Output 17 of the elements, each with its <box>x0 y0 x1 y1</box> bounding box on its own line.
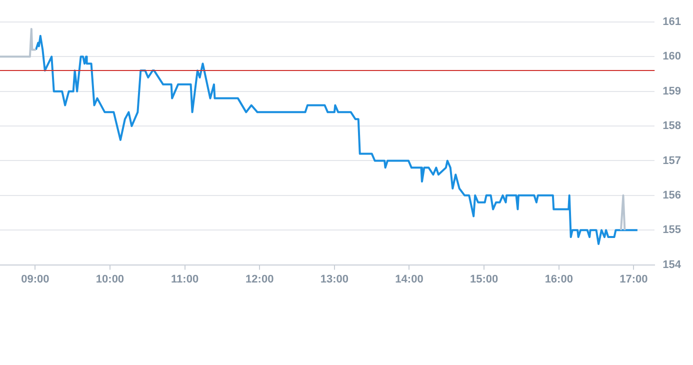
x-tick-label: 16:00 <box>544 273 573 286</box>
x-tick-label: 10:00 <box>96 273 124 286</box>
y-tick-label: 156 <box>662 189 682 202</box>
x-tick-label: 15:00 <box>470 273 498 286</box>
y-tick-label: 154 <box>662 258 682 271</box>
y-tick-label: 160 <box>662 50 682 63</box>
x-tick-label: 11:00 <box>171 273 199 286</box>
y-tick-label: 161 <box>662 16 682 28</box>
x-tick-label: 13:00 <box>320 273 348 286</box>
y-tick-label: 157 <box>662 154 682 167</box>
x-tick-label: 09:00 <box>21 273 50 286</box>
x-tick-label: 12:00 <box>246 273 274 286</box>
y-tick-label: 159 <box>662 85 682 98</box>
x-tick-label: 14:00 <box>395 273 424 286</box>
y-tick-label: 158 <box>662 120 682 132</box>
x-tick-label: 17:00 <box>620 273 648 286</box>
y-tick-label: 155 <box>662 224 682 236</box>
